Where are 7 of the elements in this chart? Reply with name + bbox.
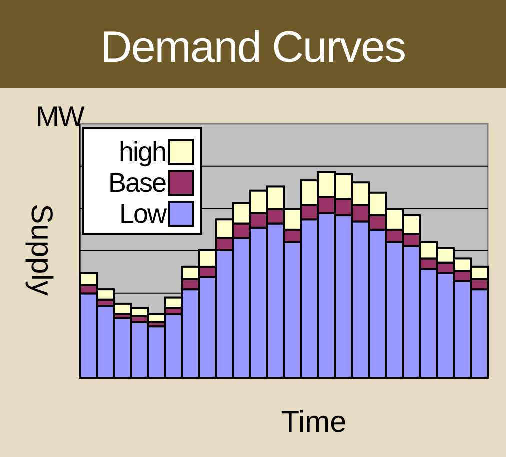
x-axis-title: Time <box>281 406 347 439</box>
legend-label: Base <box>108 168 166 198</box>
text: MW <box>36 101 86 132</box>
legend-label: Low <box>119 199 168 229</box>
legend-label: high <box>118 137 166 167</box>
chart-title: Demand Curves <box>100 23 406 72</box>
y-axis-title: Supply <box>25 204 58 296</box>
